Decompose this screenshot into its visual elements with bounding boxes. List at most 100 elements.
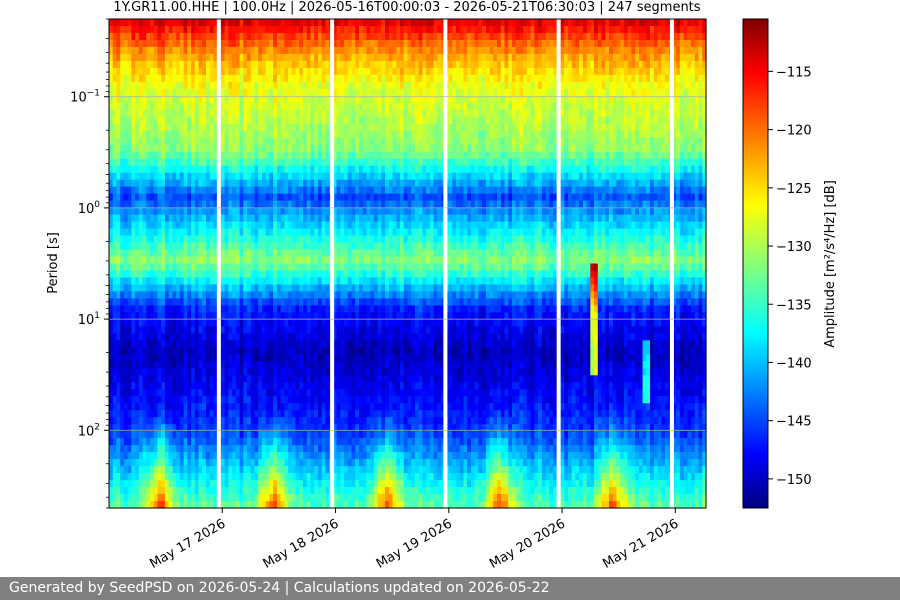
heatmap-cell — [340, 186, 345, 195]
heatmap-cell — [176, 452, 181, 460]
heatmap-cell — [366, 32, 371, 41]
heatmap-cell — [280, 501, 285, 509]
heatmap-cell — [194, 235, 200, 244]
heatmap-cell — [269, 172, 274, 181]
heatmap-cell — [142, 249, 147, 258]
heatmap-cell — [269, 382, 274, 390]
heatmap-cell — [116, 235, 121, 244]
heatmap-cell — [131, 74, 136, 83]
heatmap-cell — [288, 487, 293, 495]
heatmap-cell — [299, 361, 304, 369]
heatmap-cell — [362, 298, 368, 307]
heatmap-cell — [116, 172, 121, 181]
heatmap-cell — [138, 95, 144, 104]
heatmap-cell — [172, 354, 177, 362]
heatmap-cell — [183, 389, 188, 397]
heatmap-cell — [109, 165, 114, 174]
heatmap-cell — [239, 109, 244, 118]
heatmap-cell — [273, 487, 278, 495]
heatmap-cell — [299, 298, 304, 307]
heatmap-cell — [299, 326, 304, 334]
heatmap-cell — [142, 438, 147, 446]
heatmap-cell — [220, 291, 226, 300]
heatmap-cell — [206, 32, 211, 41]
heatmap-cell — [176, 270, 181, 279]
heatmap-cell — [344, 102, 349, 111]
heatmap-cell — [206, 431, 211, 439]
heatmap-cell — [362, 431, 368, 439]
heatmap-cell — [291, 39, 297, 48]
heatmap-cell — [157, 109, 162, 118]
heatmap-cell — [362, 144, 368, 153]
heatmap-cell — [164, 424, 170, 432]
heatmap-cell — [138, 333, 144, 341]
heatmap-cell — [362, 172, 368, 181]
heatmap-cell — [202, 396, 207, 404]
heatmap-cell — [220, 95, 226, 104]
heatmap-cell — [321, 431, 327, 439]
heatmap-cell — [347, 319, 353, 327]
heatmap-cell — [112, 445, 118, 453]
heatmap-cell — [161, 473, 166, 481]
heatmap-cell — [120, 95, 125, 104]
heatmap-cell — [213, 221, 218, 230]
heatmap-cell — [116, 389, 121, 397]
heatmap-cell — [235, 291, 241, 300]
heatmap-cell — [198, 305, 203, 313]
heatmap-cell — [332, 81, 338, 90]
heatmap-cell — [314, 158, 319, 167]
heatmap-cell — [269, 480, 274, 488]
heatmap-cell — [187, 389, 192, 397]
heatmap-cell — [164, 95, 170, 104]
heatmap-cell — [127, 186, 132, 195]
heatmap-cell — [123, 347, 129, 355]
heatmap-cell — [280, 389, 285, 397]
heatmap-cell — [332, 333, 338, 341]
heatmap-cell — [336, 487, 341, 495]
heatmap-cell — [157, 410, 162, 418]
heatmap-cell — [247, 46, 252, 55]
heatmap-cell — [250, 473, 256, 481]
heatmap-cell — [254, 228, 259, 237]
heatmap-cell — [351, 179, 356, 188]
heatmap-cell — [109, 151, 114, 160]
heatmap-cell — [206, 130, 211, 139]
heatmap-cell — [269, 452, 274, 460]
heatmap-cell — [176, 228, 181, 237]
heatmap-cell — [284, 389, 289, 397]
heatmap-cell — [347, 410, 353, 418]
heatmap-cell — [265, 340, 271, 348]
heatmap-cell — [261, 158, 267, 167]
heatmap-cell — [153, 74, 159, 83]
heatmap-cell — [340, 130, 345, 139]
heatmap-cell — [288, 480, 293, 488]
heatmap-cell — [142, 375, 147, 383]
heatmap-cell — [228, 487, 233, 495]
heatmap-cell — [146, 186, 151, 195]
heatmap-cell — [172, 277, 177, 286]
heatmap-cell — [344, 501, 349, 509]
heatmap-cell — [150, 242, 155, 251]
heatmap-cell — [179, 312, 185, 320]
heatmap-cell — [314, 39, 319, 48]
heatmap-cell — [243, 137, 248, 146]
heatmap-cell — [358, 487, 364, 495]
heatmap-cell — [153, 487, 159, 495]
heatmap-cell — [112, 438, 118, 446]
heatmap-cell — [280, 368, 285, 376]
heatmap-cell — [291, 137, 297, 146]
heatmap-cell — [370, 501, 375, 509]
heatmap-cell — [116, 459, 121, 467]
heatmap-cell — [109, 200, 114, 209]
heatmap-cell — [157, 193, 162, 202]
heatmap-cell — [306, 67, 312, 76]
heatmap-cell — [232, 452, 237, 460]
heatmap-cell — [273, 263, 278, 272]
heatmap-cell — [366, 501, 371, 509]
heatmap-cell — [344, 291, 349, 300]
heatmap-cell — [153, 214, 159, 223]
heatmap-cell — [273, 291, 278, 300]
heatmap-cell — [295, 277, 300, 286]
heatmap-cell — [146, 151, 151, 160]
heatmap-cell — [314, 95, 319, 104]
